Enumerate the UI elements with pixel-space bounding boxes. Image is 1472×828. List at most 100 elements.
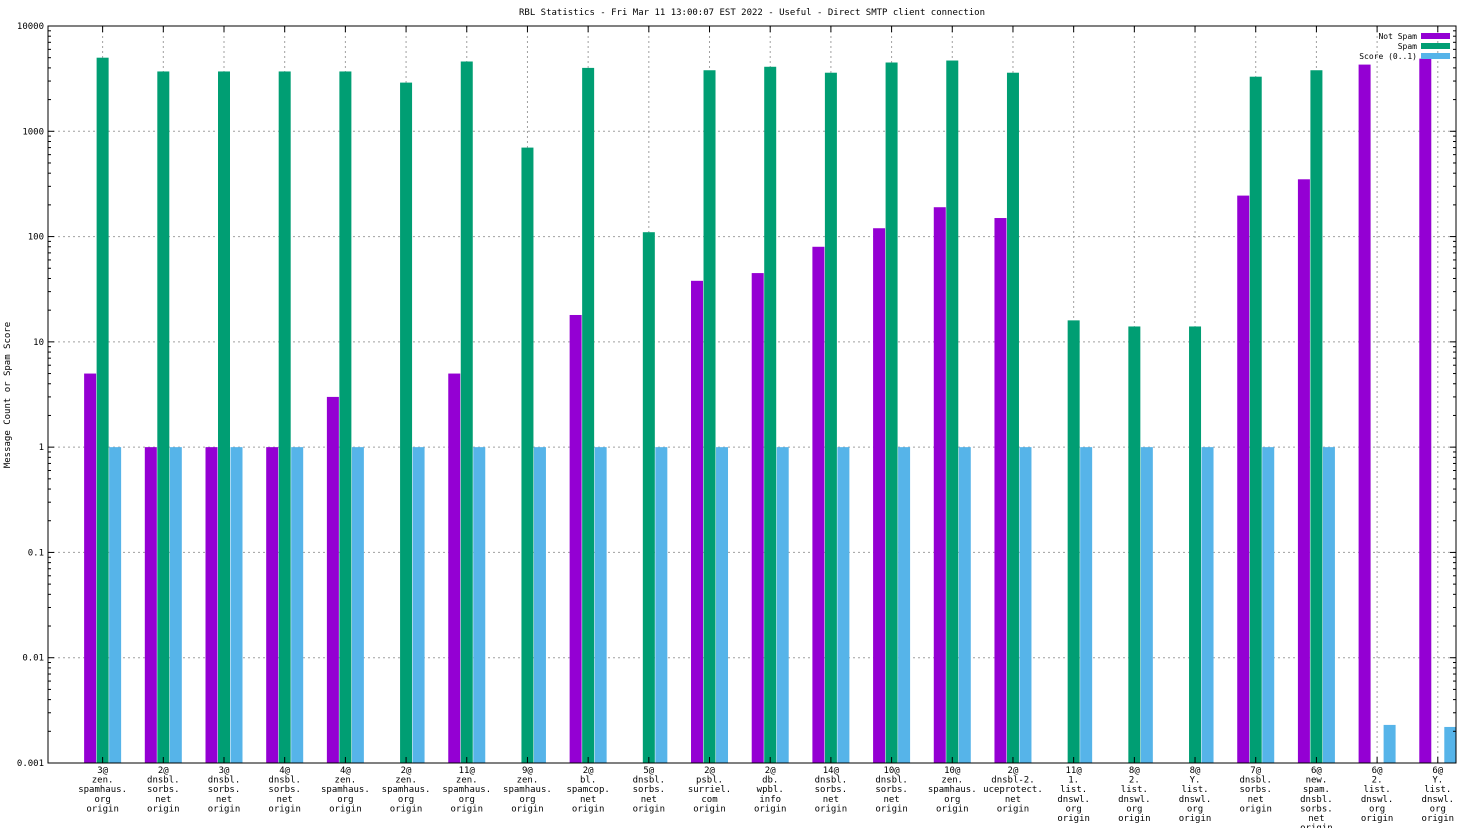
plot-border — [47, 25, 1457, 764]
bar-score-0-1 — [109, 447, 122, 763]
bar-score-0-1 — [958, 447, 971, 763]
bar-spam — [582, 67, 595, 763]
bar-spam — [278, 71, 291, 764]
bar-spam — [218, 71, 230, 764]
y-tick-label: 0.1 — [28, 548, 44, 558]
bar-spam — [885, 62, 898, 763]
bar-not-spam — [1419, 58, 1432, 764]
bar-spam — [946, 60, 959, 763]
bar-not-spam — [1358, 64, 1371, 764]
x-tick-label: 8@ 2. list. dnswl. org origin — [1118, 766, 1151, 824]
bar-score-0-1 — [776, 447, 789, 763]
bar-spam — [1310, 70, 1323, 763]
y-tick-label: 100 — [28, 233, 44, 243]
bar-spam — [1249, 76, 1262, 763]
bar-spam — [460, 61, 473, 764]
bar-score-0-1 — [716, 447, 729, 763]
y-tick-label: 0.001 — [17, 759, 44, 769]
bar-not-spam — [1297, 179, 1310, 764]
bar-score-0-1 — [1019, 447, 1032, 763]
x-tick-label: 6@ Y. list. dnswl. org origin — [1422, 766, 1455, 824]
bar-spam — [1067, 320, 1080, 763]
legend-swatch — [1421, 43, 1450, 49]
bar-score-0-1 — [230, 447, 243, 763]
x-tick-label: 2@ zen. spamhaus. org origin — [382, 766, 431, 814]
x-axis-ticks: 3@ zen. spamhaus. org origin 2@ dnsbl. sorbs. ne… — [78, 26, 1454, 828]
bar-not-spam — [326, 396, 339, 763]
y-tick-label: 10 — [33, 338, 44, 348]
x-tick-label: 11@ 1. list. dnswl. org origin — [1057, 766, 1090, 824]
x-tick-label: 3@ zen. spamhaus. org origin — [78, 766, 127, 814]
bar-spam — [1128, 326, 1141, 763]
y-axis-label: Message Count or Spam Score — [3, 322, 13, 468]
x-tick-label: 2@ bl. spamcop. net origin — [566, 766, 609, 814]
bar-score-0-1 — [655, 447, 668, 763]
bar-score-0-1 — [351, 447, 364, 763]
bar-spam — [1189, 326, 1202, 763]
bar-score-0-1 — [898, 447, 911, 763]
x-tick-label: 5@ dnsbl. sorbs. net origin — [633, 766, 666, 814]
chart-title: RBL Statistics - Fri Mar 11 13:00:07 EST… — [519, 8, 985, 18]
bar-not-spam — [873, 228, 886, 764]
bars-group — [84, 57, 1457, 764]
bar-score-0-1 — [533, 447, 546, 763]
bar-not-spam — [84, 373, 97, 763]
bar-not-spam — [448, 373, 461, 763]
x-tick-label: 10@ zen. spamhaus. org origin — [928, 766, 977, 814]
x-tick-label: 4@ zen. spamhaus. org origin — [321, 766, 370, 814]
bar-score-0-1 — [594, 447, 607, 763]
bar-spam — [521, 147, 534, 764]
bar-score-0-1 — [1262, 447, 1275, 763]
bar-spam — [339, 71, 352, 764]
bar-not-spam — [144, 447, 157, 763]
x-tick-label: 6@ 2. list. dnswl. org origin — [1361, 766, 1394, 824]
x-tick-label: 2@ dnsbl. sorbs. net origin — [147, 766, 180, 814]
bar-spam — [642, 232, 655, 763]
bar-spam — [824, 72, 837, 763]
bar-score-0-1 — [473, 447, 486, 763]
bar-not-spam — [205, 447, 218, 763]
x-tick-label: 10@ dnsbl. sorbs. net origin — [875, 766, 908, 814]
bar-score-0-1 — [1080, 447, 1093, 763]
bar-not-spam — [812, 246, 825, 764]
x-tick-label: 11@ zen. spamhaus. org origin — [442, 766, 491, 814]
bar-not-spam — [751, 273, 764, 763]
bar-score-0-1 — [291, 447, 304, 763]
x-tick-label: 2@ db. wpbl. info origin — [754, 766, 787, 814]
bar-score-0-1 — [1322, 447, 1335, 763]
y-tick-label: 10000 — [17, 22, 44, 32]
bar-spam — [96, 57, 109, 764]
bar-not-spam — [569, 314, 582, 763]
legend-label: Not Spam — [1378, 32, 1417, 41]
x-tick-label: 2@ psbl. surriel. com origin — [688, 766, 731, 814]
legend-swatch — [1421, 53, 1450, 59]
bar-not-spam — [691, 280, 704, 763]
bar-not-spam — [266, 447, 279, 763]
bar-spam — [1006, 72, 1019, 763]
bar-score-0-1 — [1383, 724, 1396, 763]
bar-score-0-1 — [169, 447, 182, 763]
y-tick-label: 0.01 — [22, 654, 44, 664]
bar-spam — [764, 66, 777, 764]
bar-spam — [400, 82, 413, 764]
x-tick-label: 7@ dnsbl. sorbs. net origin — [1239, 766, 1272, 814]
x-tick-label: 14@ dnsbl. sorbs. net origin — [815, 766, 848, 814]
bar-spam — [157, 71, 170, 764]
bar-not-spam — [1237, 195, 1250, 764]
legend-label: Spam — [1398, 42, 1417, 51]
bar-not-spam — [933, 207, 946, 763]
x-tick-label: 4@ dnsbl. sorbs. net origin — [268, 766, 301, 814]
x-tick-label: 8@ Y. list. dnswl. org origin — [1179, 766, 1212, 824]
bar-spam — [703, 70, 716, 763]
y-axis-ticks: 0.001 0.01 0.1 1 10 100 1000 10000 — [17, 22, 1456, 769]
x-tick-label: 3@ dnsbl. sorbs. net origin — [208, 766, 241, 814]
legend-label: Score (0..1) — [1359, 52, 1417, 61]
bar-score-0-1 — [837, 447, 850, 763]
y-tick-label: 1000 — [22, 127, 44, 137]
y-tick-label: 1 — [39, 443, 44, 453]
legend-swatch — [1421, 33, 1450, 39]
bar-score-0-1 — [1444, 726, 1457, 763]
x-tick-label: 2@ dnsbl-2. uceprotect. net origin — [983, 766, 1043, 814]
